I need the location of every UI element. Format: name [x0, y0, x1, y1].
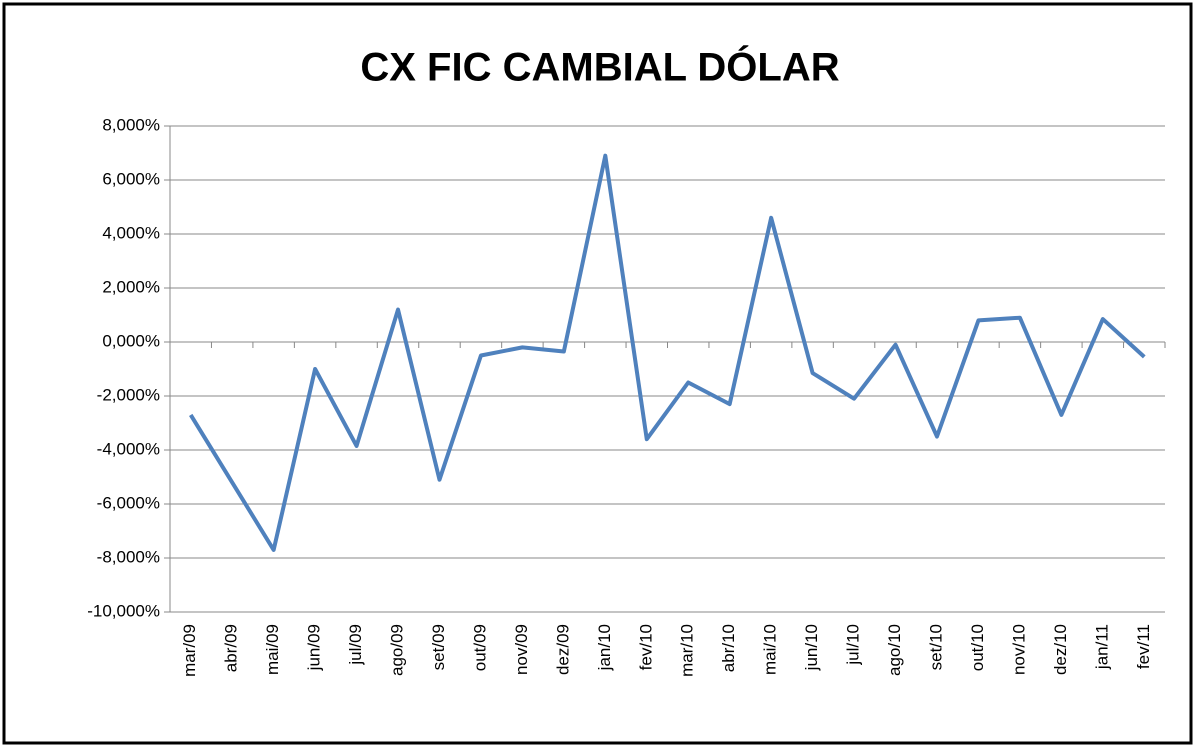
y-tick-label: 0,000%	[102, 331, 160, 350]
x-tick-label: jun/10	[802, 624, 821, 671]
x-tick-label: dez/10	[1051, 624, 1070, 675]
y-tick-label: -10,000%	[87, 601, 160, 620]
x-tick-label: jun/09	[305, 624, 324, 671]
x-tick-label: fev/10	[636, 624, 655, 670]
x-tick-label: jan/11	[1092, 624, 1111, 670]
x-tick-label: out/09	[470, 624, 489, 671]
x-tick-label: dez/09	[553, 624, 572, 675]
y-tick-label: -6,000%	[97, 493, 160, 512]
x-tick-label: ago/09	[388, 624, 407, 676]
y-tick-label: -4,000%	[97, 439, 160, 458]
y-tick-label: -2,000%	[97, 385, 160, 404]
x-tick-label: set/10	[926, 624, 945, 670]
y-tick-label: 2,000%	[102, 277, 160, 296]
x-tick-label: jan/10	[595, 624, 614, 671]
y-tick-label: 4,000%	[102, 223, 160, 242]
data-line	[189, 153, 1146, 552]
x-tick-label: nov/09	[512, 624, 531, 675]
x-tick-label: out/10	[968, 624, 987, 671]
x-tick-label: set/09	[429, 624, 448, 670]
chart-title: CX FIC CAMBIAL DÓLAR	[360, 44, 839, 90]
x-tick-label: jul/10	[844, 624, 863, 666]
y-tick-label: 8,000%	[102, 115, 160, 134]
y-tick-label: 6,000%	[102, 169, 160, 188]
x-tick-label: mai/10	[761, 624, 780, 675]
x-tick-label: mar/10	[678, 624, 697, 677]
x-tick-label: abr/09	[222, 624, 241, 672]
x-tick-label: fev/11	[1134, 624, 1153, 669]
x-tick-label: mar/09	[180, 624, 199, 677]
x-tick-label: abr/10	[719, 624, 738, 672]
x-tick-label: jul/09	[346, 624, 365, 666]
y-tick-label: -8,000%	[97, 547, 160, 566]
x-tick-label: nov/10	[1009, 624, 1028, 675]
x-tick-label: ago/10	[885, 624, 904, 676]
x-tick-label: mai/09	[263, 624, 282, 675]
